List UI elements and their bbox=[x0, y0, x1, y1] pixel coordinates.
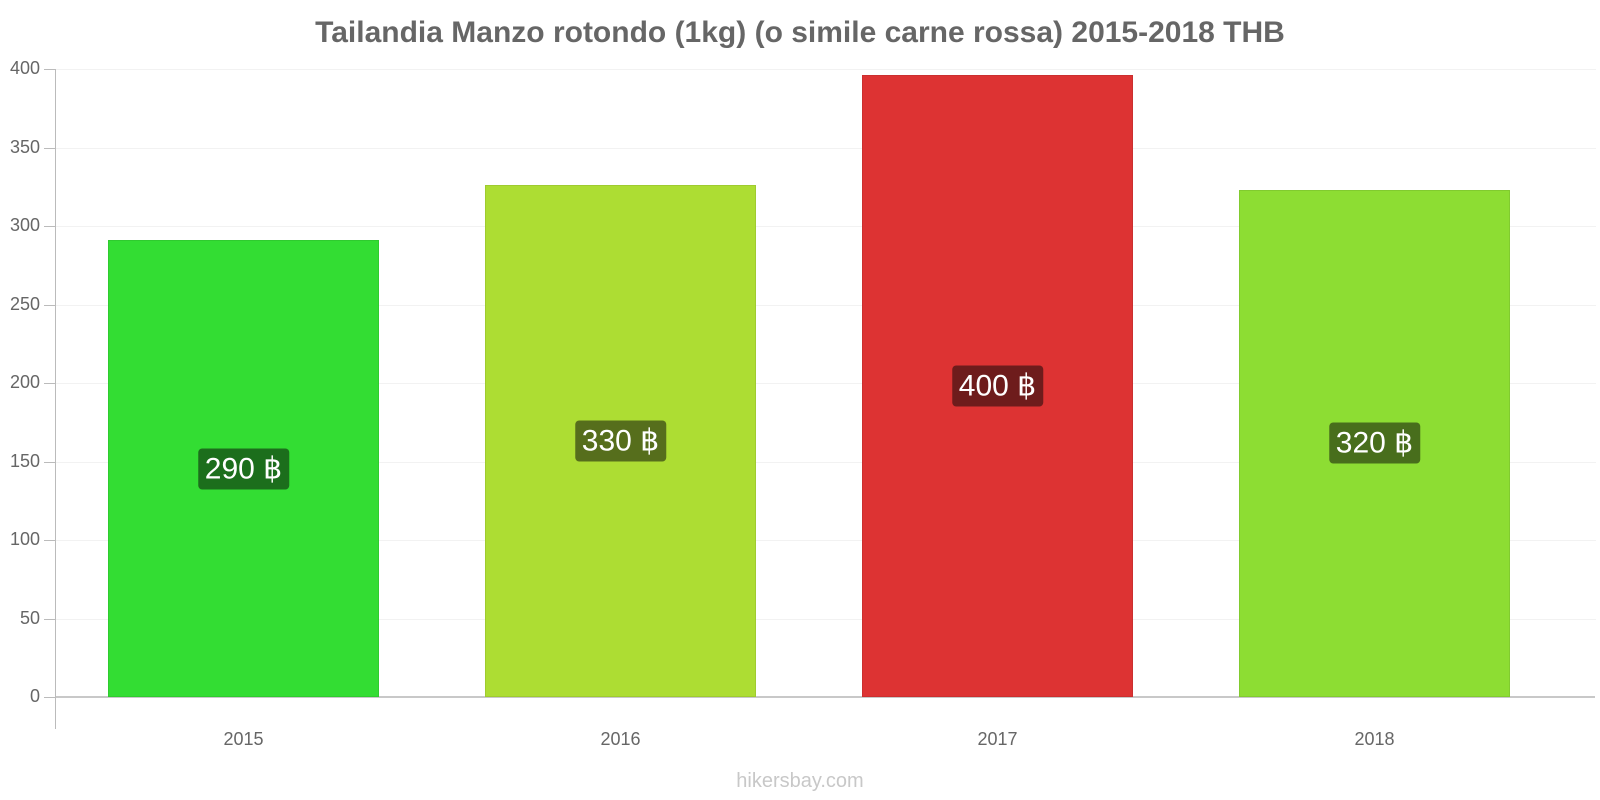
x-tick-label: 2017 bbox=[977, 729, 1018, 749]
y-tick-label: 50 bbox=[19, 607, 40, 628]
x-axis-line bbox=[56, 696, 1595, 698]
gridline bbox=[56, 383, 1596, 384]
y-tick-mark bbox=[44, 540, 56, 541]
y-tick-label: 200 bbox=[9, 372, 40, 392]
gridline bbox=[56, 461, 1596, 463]
x-tick-label: 2015 bbox=[223, 729, 264, 749]
gridline bbox=[56, 304, 1596, 306]
watermark: hikersbay.com bbox=[736, 770, 864, 792]
y-tick-label: 250 bbox=[9, 293, 40, 314]
gridline bbox=[56, 226, 1596, 227]
bar-value-label: 320 ฿ bbox=[1328, 422, 1421, 464]
y-tick-mark bbox=[44, 461, 56, 463]
y-tick-label: 400 bbox=[9, 58, 40, 78]
gridline bbox=[56, 147, 1596, 149]
bar-value-label: 330 ฿ bbox=[574, 420, 667, 462]
y-tick-mark bbox=[44, 226, 56, 227]
y-axis-line bbox=[55, 69, 56, 729]
y-tick-label: 150 bbox=[9, 450, 40, 471]
x-tick-label: 2016 bbox=[600, 729, 641, 749]
y-tick-mark bbox=[44, 147, 56, 149]
gridline bbox=[56, 540, 1596, 541]
gridline bbox=[56, 618, 1596, 620]
y-tick-mark bbox=[44, 69, 56, 70]
y-tick-mark bbox=[44, 383, 56, 384]
gridline bbox=[56, 69, 1596, 70]
y-tick-label: 0 bbox=[29, 686, 40, 706]
y-tick-label: 100 bbox=[9, 529, 40, 549]
y-tick-mark bbox=[44, 304, 56, 306]
y-tick-mark bbox=[44, 618, 56, 620]
bar-value-label: 400 ฿ bbox=[951, 365, 1044, 407]
x-tick-label: 2018 bbox=[1354, 729, 1395, 749]
y-tick-label: 300 bbox=[9, 215, 40, 235]
chart-title: Tailandia Manzo rotondo (1kg) (o simile … bbox=[315, 16, 1285, 49]
y-tick-label: 350 bbox=[9, 136, 40, 157]
y-tick-mark bbox=[44, 697, 56, 698]
bar-value-label: 290 ฿ bbox=[197, 448, 290, 490]
